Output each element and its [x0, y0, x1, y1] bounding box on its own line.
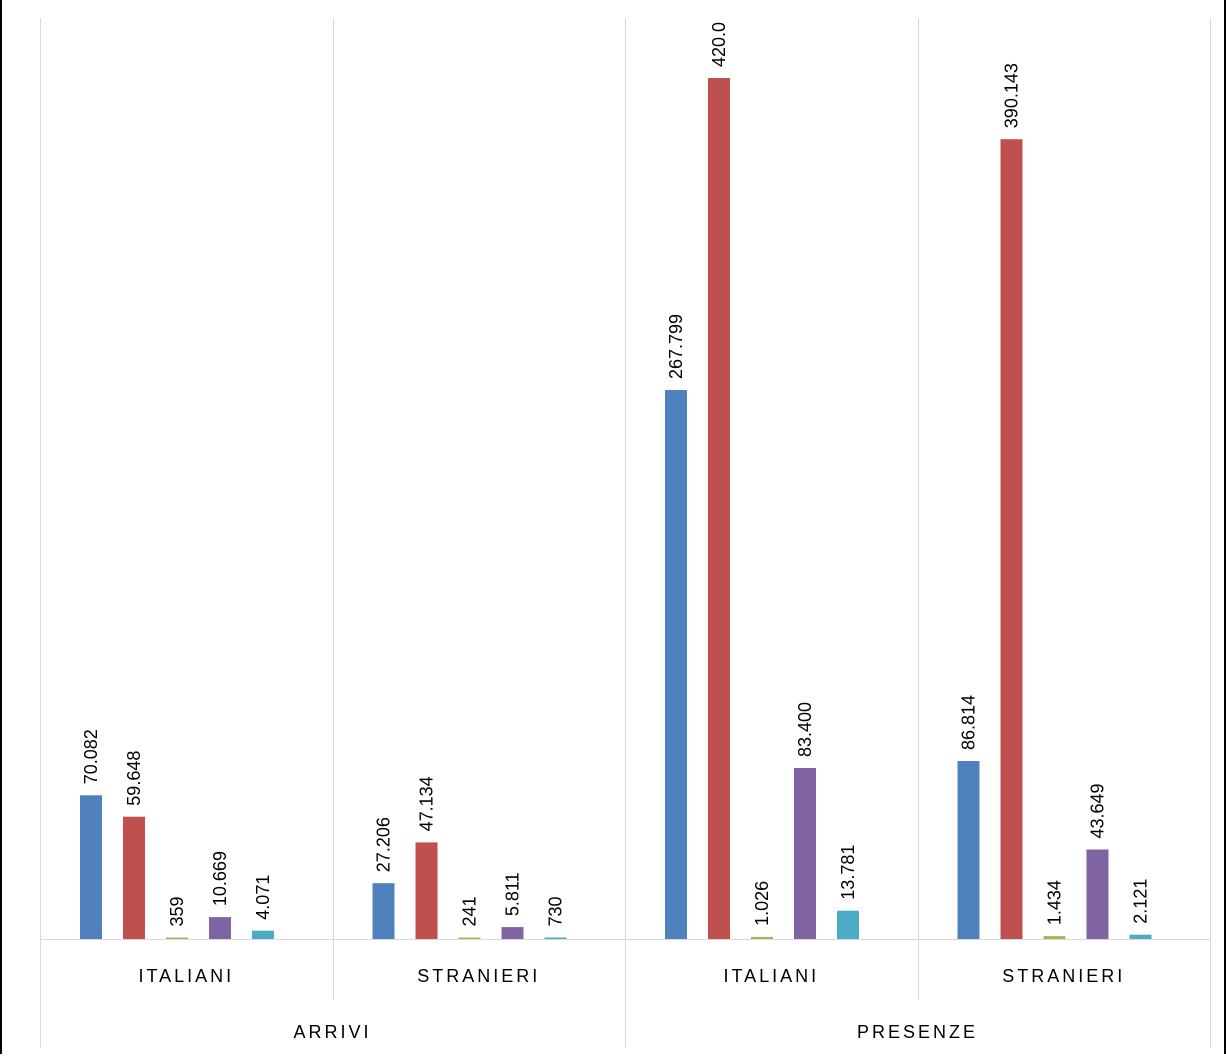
data-label: 2.121: [1131, 879, 1151, 924]
bar: [794, 768, 816, 939]
bars-layer: [80, 78, 1152, 939]
data-label: 5.811: [503, 872, 523, 916]
data-label: 241: [460, 896, 480, 926]
data-label: 10.669: [210, 851, 230, 906]
group-label: ARRIVI: [293, 1022, 371, 1042]
data-label: 59.648: [124, 751, 144, 806]
data-label: 420.0: [709, 22, 729, 67]
data-label: 86.814: [959, 695, 979, 750]
left-border: [0, 0, 2, 1054]
data-label: 47.134: [417, 776, 437, 831]
bar: [372, 883, 395, 939]
bar: [751, 936, 773, 939]
data-label: 13.781: [838, 845, 858, 900]
category-tick-label: ITALIANI: [723, 966, 819, 986]
bar: [209, 917, 231, 939]
bar: [166, 937, 188, 939]
bar: [1129, 934, 1152, 939]
data-label: 70.082: [81, 729, 101, 784]
bar: [458, 937, 481, 939]
category-tick-label: STRANIERI: [417, 966, 540, 986]
data-label: 27.206: [374, 817, 394, 872]
bar: [1000, 139, 1023, 939]
category-tick-label: ITALIANI: [138, 966, 234, 986]
bar: [837, 910, 859, 939]
group-label: PRESENZE: [857, 1022, 978, 1042]
right-border: [1224, 0, 1226, 1054]
bar: [1086, 849, 1109, 939]
data-label: 1.434: [1045, 880, 1065, 925]
bar: [665, 390, 687, 939]
bar: [501, 927, 524, 939]
data-label: 43.649: [1088, 783, 1108, 838]
bar: [252, 930, 274, 939]
data-label: 1.026: [752, 881, 772, 926]
bar: [1043, 936, 1066, 939]
data-label: 730: [546, 896, 566, 926]
data-label: 267.799: [666, 314, 686, 379]
grid-layer: [40, 18, 1211, 1048]
bar: [957, 761, 980, 939]
bar: [123, 816, 145, 939]
bar: [708, 78, 730, 939]
data-label: 359: [167, 896, 187, 926]
labels-layer: 70.082 59.648 359 10.669 4.071 ITALIANI 27.206…: [81, 22, 1151, 1042]
bar: [415, 842, 438, 939]
bar: [544, 937, 567, 939]
bar: [80, 795, 102, 939]
data-label: 4.071: [253, 875, 273, 920]
category-tick-label: STRANIERI: [1002, 966, 1125, 986]
data-label: 83.400: [795, 702, 815, 757]
data-label: 390.143: [1002, 63, 1022, 128]
